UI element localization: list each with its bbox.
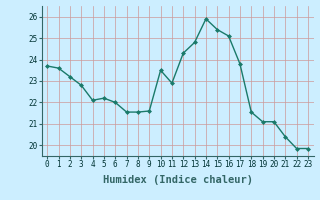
X-axis label: Humidex (Indice chaleur): Humidex (Indice chaleur) — [103, 175, 252, 185]
